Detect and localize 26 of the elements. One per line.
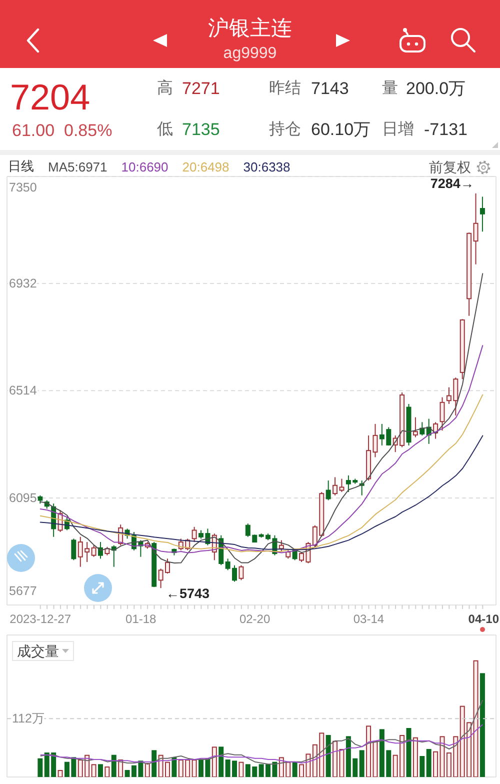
bar <box>238 762 244 777</box>
bar <box>152 750 157 777</box>
chart-title: 成交量 <box>17 643 59 659</box>
bar <box>480 673 485 777</box>
bar <box>433 751 438 777</box>
bar <box>98 764 103 777</box>
bar <box>38 758 43 777</box>
bar <box>218 746 224 777</box>
bar <box>192 760 197 777</box>
bar <box>104 766 110 777</box>
bar <box>144 763 150 777</box>
ref-line-label: 112万 <box>12 712 45 726</box>
bar <box>111 754 116 777</box>
bar <box>406 728 412 777</box>
bar <box>420 756 425 777</box>
bar <box>212 746 217 777</box>
bar <box>473 660 478 777</box>
bar <box>326 734 331 777</box>
bar <box>426 748 432 777</box>
bar <box>172 757 177 777</box>
dropdown: 成交量 <box>12 641 74 661</box>
bar <box>91 764 96 777</box>
bar <box>292 762 298 777</box>
bar <box>412 737 418 777</box>
bar <box>359 750 364 777</box>
bar <box>58 770 63 777</box>
